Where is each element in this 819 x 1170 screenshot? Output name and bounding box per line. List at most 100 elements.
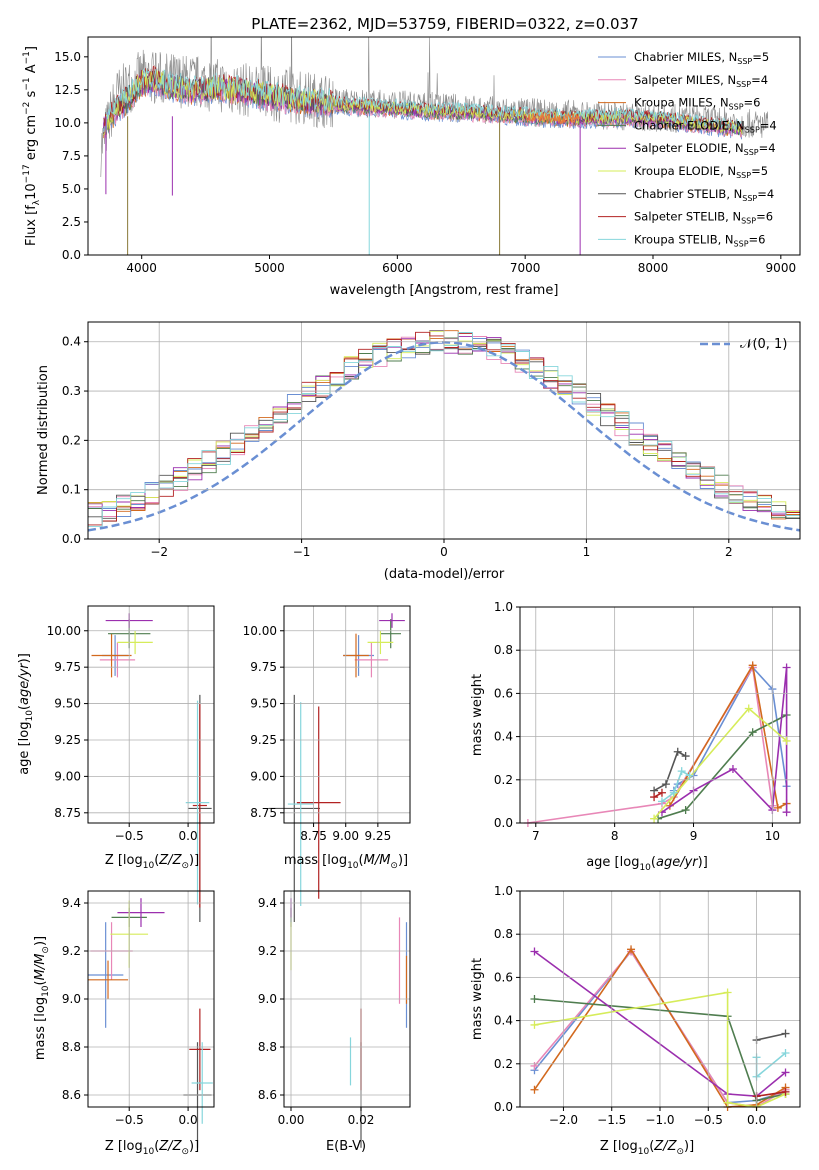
x-tick-label: 1	[583, 545, 591, 559]
y-tick-label: 0.8	[494, 927, 513, 941]
y-tick-label: 9.00	[54, 769, 81, 783]
x-tick-label: −1.0	[645, 1113, 674, 1127]
weight-vs-z-xlabel: Z [log10(Z/Z⊙)]	[600, 1139, 694, 1157]
y-tick-label: 9.2	[258, 944, 277, 958]
weight-point-marker	[681, 752, 690, 761]
residual-ylabel: Normed distribution	[36, 365, 51, 495]
weight-series-line	[661, 770, 690, 803]
x-tick-label: 0.0	[179, 829, 198, 843]
y-tick-label: 5.0	[62, 182, 81, 196]
legend-label: Salpeter MILES, NSSP=4	[634, 73, 768, 89]
y-tick-label: 1.0	[494, 884, 513, 898]
age-vs-mass-panel: 8.75 9.00 9.25 8.75 9.00 9.25 9.50 9.75 10.00 ma…	[243, 605, 411, 923]
x-tick-label: 9	[690, 829, 698, 843]
y-tick-label: 8.8	[62, 1040, 81, 1054]
y-tick-label: 9.4	[258, 896, 277, 910]
y-tick-label: 12.5	[54, 83, 81, 97]
weight-point-marker	[681, 806, 690, 815]
y-tick-label: 15.0	[54, 50, 81, 64]
y-tick-label: 0.1	[62, 483, 81, 497]
y-tick-label: 10.00	[47, 624, 81, 638]
age-vs-z-xlabel: Z [log10(Z/Z⊙)]	[105, 853, 199, 871]
legend-label: Kroupa STELIB, NSSP=6	[634, 232, 765, 248]
weight-point-marker	[650, 814, 659, 823]
x-tick-label: 9.25	[364, 829, 391, 843]
weight-series-line	[657, 714, 787, 820]
axes-frame	[519, 606, 801, 824]
weight-point-marker	[650, 793, 659, 802]
x-tick-label: −1.5	[597, 1113, 626, 1127]
age-vs-z-ylabel: age [log10(age/yr)]	[17, 653, 35, 775]
weight-point-marker	[781, 1068, 790, 1077]
x-tick-label: −0.5	[694, 1113, 723, 1127]
y-tick-label: 9.00	[250, 769, 277, 783]
y-tick-label: 0.2	[62, 433, 81, 447]
residual-xlabel: (data-model)/error	[384, 567, 505, 582]
weight-point-marker	[673, 747, 682, 756]
legend-label: Salpeter STELIB, NSSP=6	[634, 210, 773, 226]
weight-series-line	[756, 1032, 786, 1041]
spectrum-xlabel: wavelength [Angstrom, rest frame]	[330, 283, 559, 298]
y-tick-label: 0.2	[494, 1057, 513, 1071]
mass-vs-ebv-axes: 0.00 0.02 8.6 8.8 9.0 9.2 9.4	[258, 890, 411, 1127]
x-tick-label: −2	[150, 545, 168, 559]
legend-label: Kroupa MILES, NSSP=6	[634, 96, 760, 112]
x-tick-label: −1	[293, 545, 311, 559]
y-tick-label: 0.0	[62, 248, 81, 262]
x-tick-label: 0	[440, 545, 448, 559]
mass-vs-ebv-panel: 0.00 0.02 8.6 8.8 9.0 9.2 9.4 E(B-V)	[258, 890, 411, 1154]
y-tick-label: 0.3	[62, 384, 81, 398]
spectrum-plot-area	[100, 37, 769, 255]
x-tick-label: −2.0	[549, 1113, 578, 1127]
weight-point-marker	[773, 803, 782, 812]
y-tick-label: 8.75	[54, 806, 81, 820]
age-vs-z-panel: −0.5 0.0 8.75 9.00 9.25 9.50 9.75 10.00 Z [log1…	[17, 605, 215, 923]
x-tick-label: 5000	[254, 261, 285, 275]
y-tick-label: 0.0	[494, 816, 513, 830]
axes-frame	[87, 36, 801, 256]
y-tick-label: 8.6	[62, 1088, 81, 1102]
age-vs-mass-axes: 8.75 9.00 9.25 8.75 9.00 9.25 9.50 9.75 10.00	[243, 605, 411, 843]
y-tick-label: 0.4	[494, 730, 513, 744]
y-tick-label: 9.25	[250, 733, 277, 747]
mass-vs-z-panel: −0.5 0.0 8.6 8.8 9.0 9.2 9.4 Z [log10(Z/Z⊙)] m…	[33, 890, 215, 1157]
weight-point-marker	[781, 1029, 790, 1038]
y-tick-label: 7.5	[62, 149, 81, 163]
weight-vs-age-xlabel: age [log10(age/yr)]	[586, 855, 708, 873]
axes-frame	[283, 605, 411, 824]
weight-vs-z-axes: −2.0 −1.5 −1.0 −0.5 0.0 0.0 0.2 0.4 0.6 0.8 1.0	[494, 884, 801, 1127]
figure-title: PLATE=2362, MJD=53759, FIBERID=0322, z=0…	[251, 15, 638, 33]
y-tick-label: 0.4	[62, 335, 81, 349]
weight-vs-age-ylabel: mass weight	[470, 674, 485, 756]
x-tick-label: 8	[611, 829, 619, 843]
y-tick-label: 1.0	[494, 600, 513, 614]
y-tick-label: 8.6	[258, 1088, 277, 1102]
weight-vs-age-panel: 7 8 9 10 0.0 0.2 0.4 0.6 0.8 1.0 age [log10(age/y…	[470, 600, 801, 873]
residual-legend: 𝒩(0, 1)	[700, 337, 787, 352]
y-tick-label: 9.50	[54, 697, 81, 711]
weight-vs-age-axes: 7 8 9 10 0.0 0.2 0.4 0.6 0.8 1.0	[494, 600, 801, 843]
spectrum-ylabel: Flux [fλ10−17 erg cm−2 s−1 A−1]	[22, 46, 42, 246]
mass-vs-ebv-xlabel: E(B-V)	[326, 1139, 366, 1154]
x-tick-label: 6000	[382, 261, 413, 275]
y-tick-label: 0.8	[494, 643, 513, 657]
y-tick-label: 0.6	[494, 686, 513, 700]
weight-point-marker	[782, 663, 791, 672]
legend-label: Kroupa ELODIE, NSSP=5	[634, 164, 768, 180]
spectrum-axes: 4000 5000 6000 7000 8000 9000 0.0 2.5 5.0 7.5 10.0…	[54, 36, 801, 275]
x-tick-label: 9000	[766, 261, 797, 275]
y-tick-label: 9.2	[62, 944, 81, 958]
y-tick-label: 0.0	[494, 1100, 513, 1114]
x-tick-label: 9.00	[332, 829, 359, 843]
weight-point-marker	[530, 995, 539, 1003]
model-spectrum-line	[102, 68, 743, 133]
weight-point-marker	[530, 947, 539, 956]
y-tick-label: 0.6	[494, 970, 513, 984]
weight-point-marker	[782, 736, 791, 745]
x-tick-label: 7	[532, 829, 540, 843]
age-vs-z-axes: −0.5 0.0 8.75 9.00 9.25 9.50 9.75 10.00	[47, 605, 215, 843]
x-tick-label: 8000	[638, 261, 669, 275]
mass-vs-z-ylabel: mass [log10(M/M⊙)]	[33, 936, 51, 1060]
x-tick-label: 8.75	[300, 829, 327, 843]
